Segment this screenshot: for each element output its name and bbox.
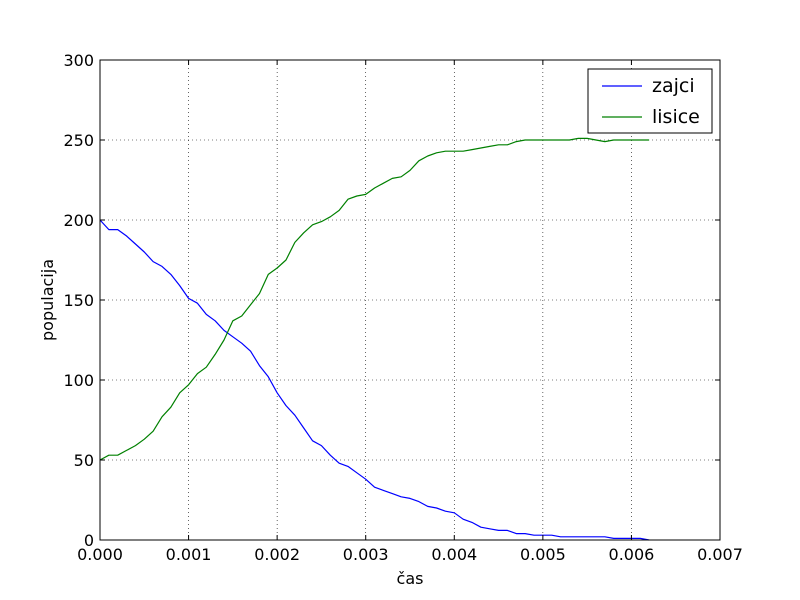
x-tick-label: 0.006 [609,545,655,564]
y-tick-label: 300 [63,51,94,70]
legend-label-lisice: lisice [652,106,700,128]
y-tick-label: 50 [74,451,94,470]
x-tick-label: 0.007 [697,545,743,564]
series-line-zajci [99,219,650,541]
series-lines [99,137,650,541]
y-tick-label: 100 [63,371,94,390]
x-tick-label: 0.002 [254,545,300,564]
y-tick-label: 250 [63,131,94,150]
legend-label-zajci: zajci [652,75,695,97]
x-axis-label: čas [397,569,424,588]
y-tick-label: 150 [63,291,94,310]
ticks [99,59,721,541]
y-axis-label: populacija [38,259,57,341]
x-tick-label: 0.004 [431,545,477,564]
x-tick-label: 0.003 [343,545,389,564]
grid [100,60,720,540]
y-tick-label: 200 [63,211,94,230]
legend-box [587,68,713,134]
series-line-lisice [99,137,650,461]
x-tick-label: 0.001 [166,545,212,564]
legend: zajci lisice [587,68,713,134]
tick-labels: 0.000 0.001 0.002 0.003 0.004 0.005 0.006 0.007… [63,51,742,564]
x-tick-label: 0.005 [520,545,566,564]
y-tick-label: 0 [84,531,94,550]
x-tick-label: 0.000 [77,545,123,564]
